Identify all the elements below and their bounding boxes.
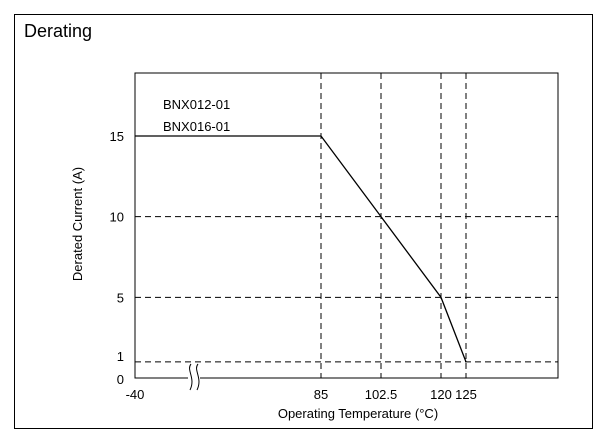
y-tick-label: 1 xyxy=(117,349,124,364)
series-label: BNX012-01 xyxy=(163,97,230,112)
x-tick-label: 125 xyxy=(455,387,477,402)
axis-break-mark xyxy=(189,363,193,391)
series-label: BNX016-01 xyxy=(163,119,230,134)
x-axis-label: Operating Temperature (°C) xyxy=(278,406,438,421)
x-tick-label: 85 xyxy=(314,387,328,402)
x-tick-label: -40 xyxy=(126,387,145,402)
plot-area xyxy=(134,72,559,379)
chart-panel xyxy=(14,14,593,429)
y-axis-label: Derated Current (A) xyxy=(70,167,85,281)
y-tick-label: 5 xyxy=(117,290,124,305)
derating-curve xyxy=(135,135,467,363)
x-tick-label: 120 xyxy=(430,387,452,402)
y-tick-label: 0 xyxy=(117,372,124,387)
x-tick-label: 102.5 xyxy=(365,387,398,402)
y-tick-label: 15 xyxy=(110,129,124,144)
axis-break-mark xyxy=(196,363,200,391)
y-tick-label: 10 xyxy=(110,210,124,225)
panel-title: Derating xyxy=(24,21,93,41)
